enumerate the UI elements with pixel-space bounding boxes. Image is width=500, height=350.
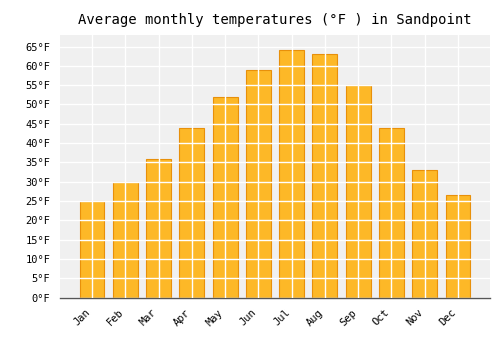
Bar: [113, 182, 138, 298]
Bar: [146, 159, 171, 298]
Bar: [412, 170, 437, 298]
Bar: [346, 85, 370, 298]
Bar: [180, 128, 204, 298]
Bar: [212, 97, 238, 298]
Bar: [312, 54, 338, 298]
Bar: [80, 201, 104, 298]
Title: Average monthly temperatures (°F ) in Sandpoint: Average monthly temperatures (°F ) in Sa…: [78, 13, 472, 27]
Bar: [279, 50, 304, 298]
Bar: [446, 195, 470, 298]
Bar: [246, 70, 271, 298]
Bar: [379, 128, 404, 298]
